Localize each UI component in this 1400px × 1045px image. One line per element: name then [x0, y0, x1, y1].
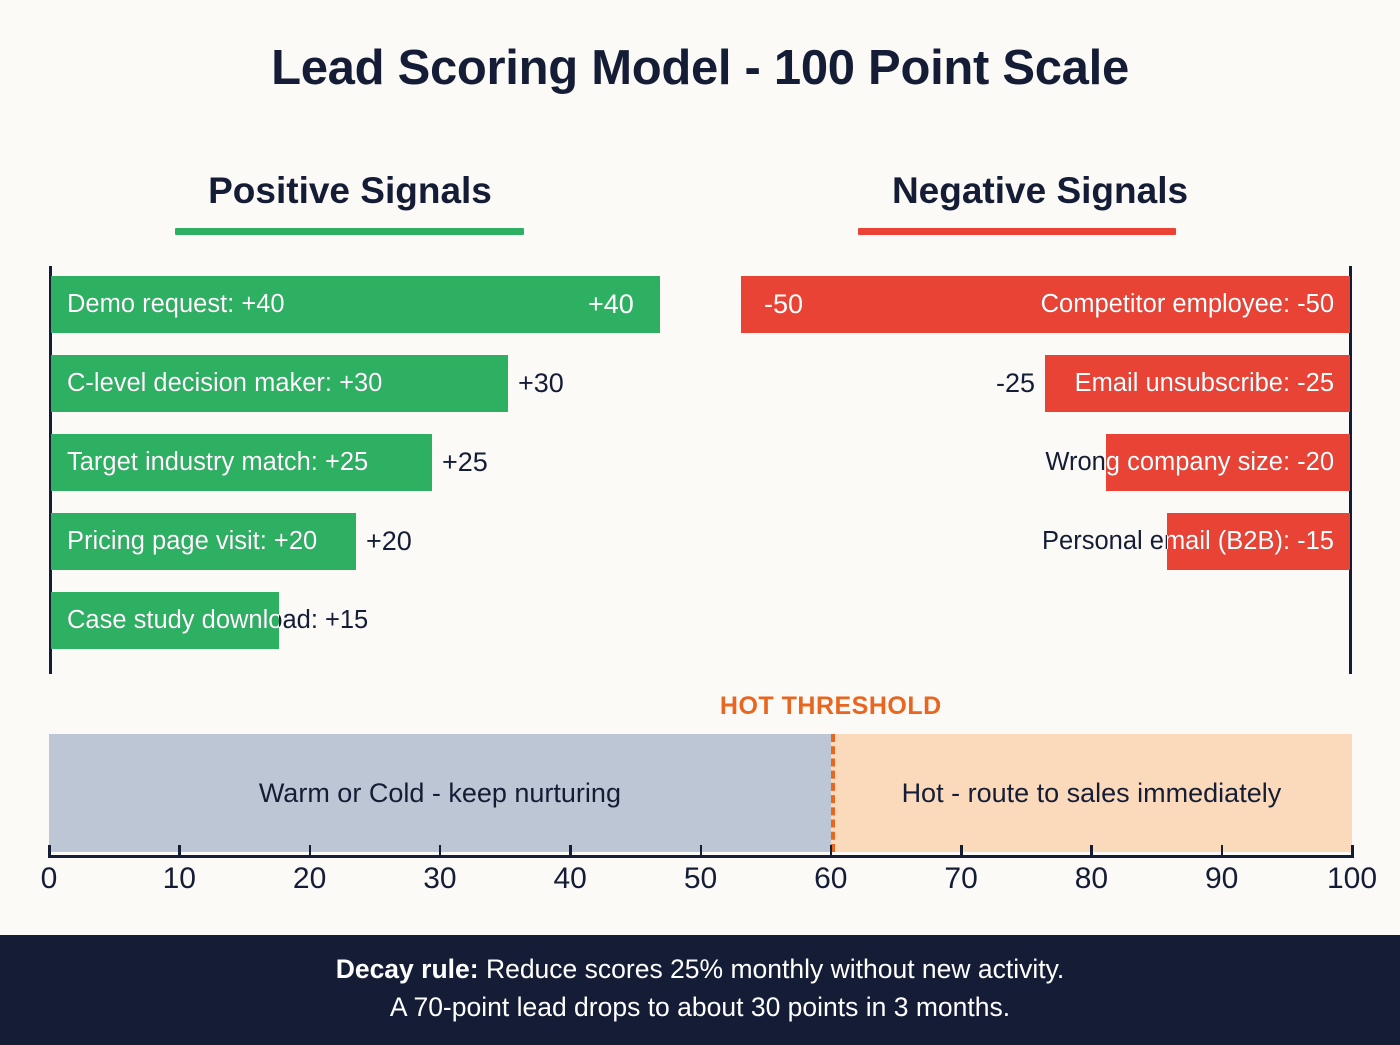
negative-bar-label-clipped: Personal email (B2B): -15	[1167, 527, 1334, 555]
positive-bars-panel: Demo request: +40 Demo request: +40 +40 C-l…	[49, 266, 660, 674]
negative-bar-label-clipped: Competitor employee: -50	[1040, 290, 1334, 318]
axis-tick-label: 20	[292, 862, 327, 895]
positive-bar-value: +25	[442, 447, 488, 477]
negative-bar-value: -25	[995, 368, 1035, 398]
negative-bars-panel: Competitor employee: -50 Competitor emplo…	[741, 266, 1352, 674]
axis-tick-label: 10	[162, 862, 196, 895]
positive-bar[interactable]	[51, 276, 660, 333]
positive-bar[interactable]	[51, 434, 432, 491]
negative-bar[interactable]	[1045, 355, 1350, 412]
axis-tick-label: 80	[1074, 862, 1109, 895]
axis-tick	[569, 845, 572, 858]
negative-bar[interactable]	[1106, 434, 1350, 491]
negative-bar-label: Personal email (B2B): -15	[1042, 527, 1334, 555]
positive-bar-label-clipped: Case study download: +15	[67, 606, 279, 634]
positive-bar-label-clipped: Target industry match: +25	[67, 448, 369, 476]
positive-bar-row[interactable]: Target industry match: +25 Target industr…	[49, 434, 660, 491]
positive-bar-label-inner: Target industry match: +25	[51, 434, 432, 491]
positive-axis-line	[49, 266, 52, 674]
positive-bar-label-clipped: Pricing page visit: +20	[67, 527, 318, 555]
negative-bar-label-clipped: Wrong company size: -20	[1106, 448, 1334, 476]
negative-bar[interactable]	[741, 276, 1350, 333]
negative-bar-label: Competitor employee: -50	[1040, 290, 1334, 318]
footer-line-1-rest: Reduce scores 25% monthly without new ac…	[478, 954, 1065, 984]
negative-bar-label-inner: Personal email (B2B): -15	[1167, 513, 1350, 570]
axis-tick-label: 100	[1326, 862, 1378, 895]
positive-bar-row[interactable]: Pricing page visit: +20 Pricing page visi…	[49, 513, 660, 570]
negative-bar-label: Wrong company size: -20	[1045, 448, 1334, 476]
positive-bar-value: +20	[366, 526, 412, 556]
positive-bar-row[interactable]: Case study download: +15 Case study downl…	[49, 592, 660, 649]
page-title: Lead Scoring Model - 100 Point Scale	[271, 41, 1129, 95]
positive-bar[interactable]	[51, 513, 356, 570]
positive-bar-label: Case study download: +15	[67, 606, 369, 634]
axis-tick-label: 90	[1205, 862, 1239, 895]
negative-bar-label-inner: Email unsubscribe: -25	[1045, 355, 1350, 412]
negative-bar-row[interactable]: Competitor employee: -50 Competitor emplo…	[741, 276, 1352, 333]
footer-line-2: A 70-point lead drops to about 30 points…	[389, 991, 1011, 1022]
negative-bar-label-inner: Wrong company size: -20	[1106, 434, 1350, 491]
negative-bar-row[interactable]: Email unsubscribe: -25 Email unsubscribe:…	[741, 355, 1352, 412]
hot-threshold-divider	[830, 734, 835, 852]
score-band-label: Hot - route to sales immediately	[901, 778, 1282, 808]
score-band-label: Warm or Cold - keep nurturing	[258, 778, 621, 808]
positive-bar-label: C-level decision maker: +30	[67, 369, 383, 397]
positive-bar-label-clipped: C-level decision maker: +30	[67, 369, 383, 397]
positive-bar-label: Target industry match: +25	[67, 448, 369, 476]
positive-heading-underline	[175, 228, 524, 235]
axis-tick	[438, 845, 442, 858]
negative-heading-underline	[858, 228, 1176, 235]
negative-signals-heading: Negative Signals	[891, 170, 1189, 211]
positive-bar[interactable]	[51, 592, 279, 649]
negative-bar-label-clipped: Email unsubscribe: -25	[1074, 369, 1334, 397]
negative-bar-row[interactable]: Personal email (B2B): -15Personal email …	[741, 513, 1352, 570]
positive-bar-label: Demo request: +40	[67, 290, 285, 318]
axis-tick	[1090, 845, 1093, 858]
axis-tick	[960, 845, 963, 858]
axis-tick-label: 50	[683, 862, 718, 895]
positive-bar-label-inner: Case study download: +15	[51, 592, 279, 649]
positive-bar-label-clipped: Demo request: +40	[67, 290, 285, 318]
axis-tick	[1351, 845, 1354, 858]
negative-bar-label-inner: Competitor employee: -50	[741, 276, 1350, 333]
axis-tick	[308, 845, 312, 858]
negative-bar-value: -50	[763, 289, 803, 319]
positive-bar-label-inner: Pricing page visit: +20	[51, 513, 356, 570]
negative-bar[interactable]	[1167, 513, 1350, 570]
negative-bar-label: Email unsubscribe: -25	[1074, 369, 1334, 397]
positive-bar-row[interactable]: Demo request: +40 Demo request: +40 +40	[49, 276, 660, 333]
score-band[interactable]: Warm or Cold - keep nurturing	[49, 734, 831, 852]
negative-bar-row[interactable]: Wrong company size: -20Wrong company siz…	[741, 434, 1352, 491]
positive-signals-heading: Positive Signals	[208, 170, 492, 211]
axis-tick-label: 70	[944, 862, 978, 895]
positive-bar-label: Pricing page visit: +20	[67, 527, 318, 555]
axis-tick-label: 0	[40, 862, 58, 895]
score-band[interactable]: Hot - route to sales immediately	[830, 734, 1352, 852]
footer-line-1: Decay rule: Reduce scores 25% monthly wi…	[0, 951, 1400, 989]
axis-tick-label: 60	[814, 862, 848, 895]
axis-tick	[1220, 845, 1224, 858]
footer-strong-label: Decay rule:	[335, 954, 479, 984]
positive-bar-row[interactable]: C-level decision maker: +30 C-level decis…	[49, 355, 660, 412]
axis-tick	[699, 845, 702, 858]
negative-axis-line	[1349, 266, 1352, 674]
axis-tick	[48, 845, 51, 858]
decay-rule-footer: Decay rule: Reduce scores 25% monthly wi…	[0, 935, 1400, 1045]
axis-tick-label: 40	[553, 862, 587, 895]
positive-bar-value: +30	[518, 368, 564, 398]
positive-bar-value: +40	[588, 289, 634, 319]
positive-bar[interactable]	[51, 355, 508, 412]
positive-bar-label-inner: C-level decision maker: +30	[51, 355, 508, 412]
axis-tick	[829, 845, 833, 858]
positive-bar-label-inner: Demo request: +40	[51, 276, 660, 333]
hot-threshold-label: HOT THRESHOLD	[719, 692, 942, 720]
axis-tick-label: 30	[423, 862, 457, 895]
axis-tick	[178, 845, 181, 858]
